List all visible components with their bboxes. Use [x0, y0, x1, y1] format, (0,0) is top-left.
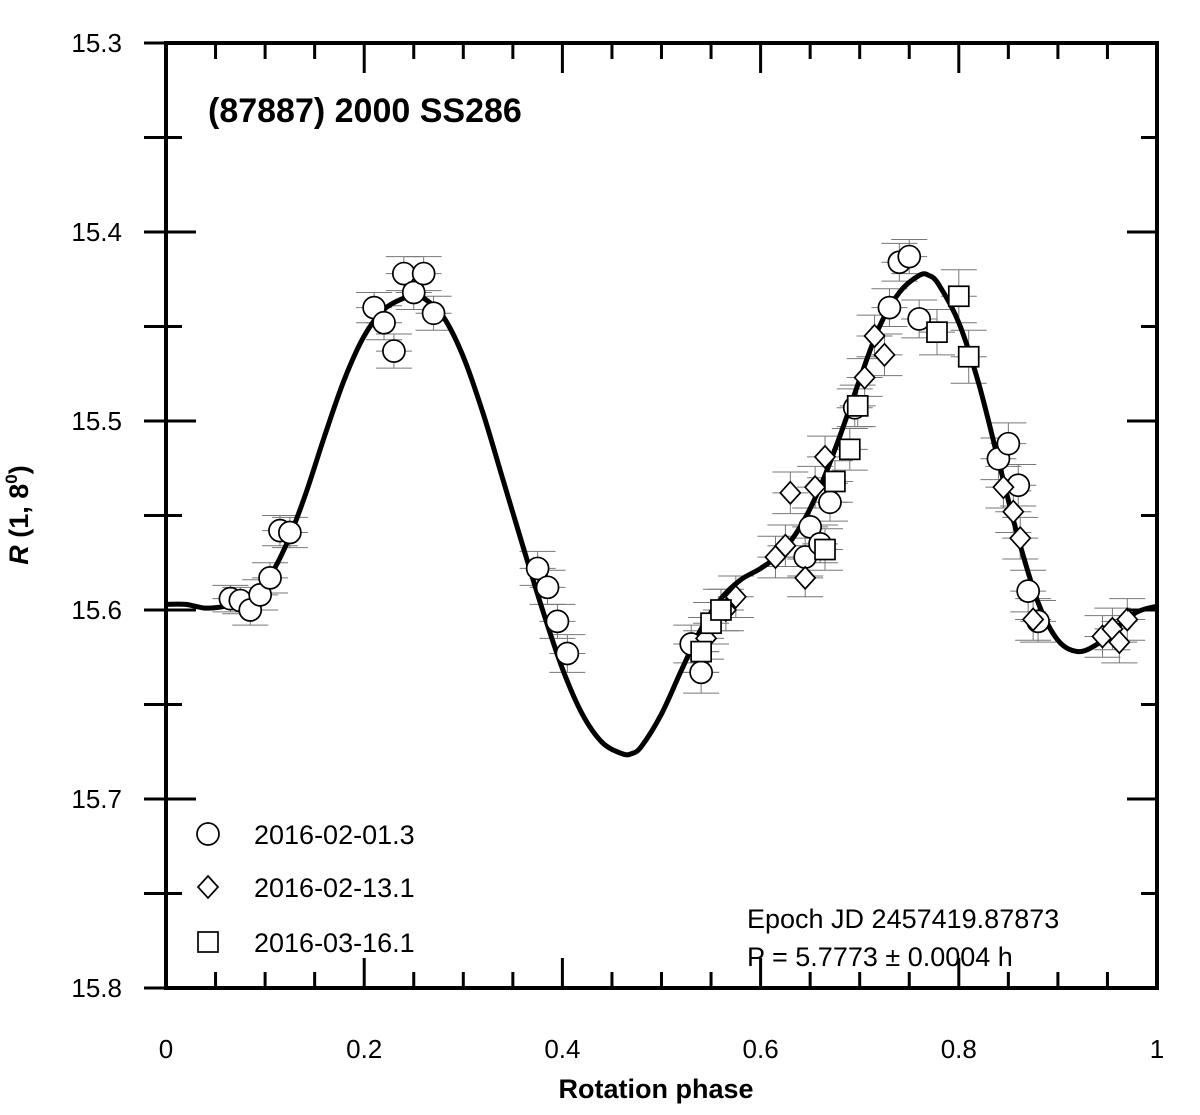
- data-point-diamond: [853, 365, 876, 390]
- data-point-diamond: [779, 480, 802, 506]
- data-point-diamond: [873, 342, 896, 368]
- fit-curve-group: [165, 271, 1158, 758]
- data-point-square: [824, 470, 846, 493]
- data-point-diamond: [1002, 499, 1025, 524]
- data-point-diamond: [803, 474, 827, 500]
- data-point-square: [838, 438, 861, 461]
- y-axis-title-rest: (1, 8: [4, 484, 34, 546]
- epoch-annotation: Epoch JD 2457419.87873: [747, 904, 1059, 934]
- legend-label: 2016-02-01.3: [254, 820, 415, 850]
- x-tick-label: 1: [1150, 1034, 1164, 1064]
- x-axis-title: Rotation phase: [558, 1074, 753, 1104]
- data-point-circle: [555, 641, 580, 666]
- data-point-diamond: [1108, 629, 1131, 655]
- x-tick-label: 0.2: [346, 1034, 382, 1064]
- legend: 2016-02-01.3 2016-02-13.1 2016-03-16.1: [196, 820, 415, 958]
- legend-label: 2016-02-13.1: [254, 873, 415, 903]
- x-tick-label: 0.8: [941, 1034, 977, 1064]
- data-point-circle: [382, 339, 406, 363]
- y-tick-label: 15.3: [71, 28, 122, 58]
- y-tick-label: 15.4: [71, 217, 122, 247]
- data-point-square: [926, 321, 948, 344]
- axis-ticks: [144, 41, 1159, 990]
- data-point-circle: [278, 520, 302, 545]
- data-point-square: [710, 599, 732, 621]
- data-point-circle: [818, 490, 842, 515]
- data-point-circle: [897, 244, 922, 269]
- chart-title: (87887) 2000 SS286: [208, 92, 522, 130]
- data-point-square: [957, 345, 980, 368]
- y-axis-title-sup: 0: [2, 474, 21, 483]
- y-tick-label: 15.5: [71, 406, 122, 436]
- data-point-circle: [401, 280, 426, 305]
- data-point-diamond: [1116, 607, 1139, 632]
- data-point-circle: [1016, 579, 1041, 603]
- y-tick-label: 15.7: [71, 784, 122, 814]
- x-tick-label: 0.6: [743, 1034, 779, 1064]
- data-point-circle: [258, 566, 282, 590]
- x-tick-label: 0.4: [544, 1034, 580, 1064]
- data-point-square: [690, 640, 712, 663]
- legend-marker-circle: [196, 822, 220, 846]
- data-point-diamond: [863, 323, 886, 349]
- data-point-square: [846, 395, 869, 417]
- tick-labels: 0 0.2 0.4 0.6 0.8 1 15.3 15.4 15.5 15.6 15.7 15.8: [71, 28, 1164, 1064]
- data-point-diamond: [992, 474, 1015, 500]
- data-point-circle: [545, 609, 570, 634]
- legend-marker-diamond: [196, 874, 220, 900]
- data-point-square: [947, 285, 970, 308]
- y-axis-title-close: ): [4, 465, 34, 474]
- y-axis-title: R (1, 80): [2, 465, 34, 565]
- legend-label: 2016-03-16.1: [254, 928, 415, 958]
- data-point-circle: [996, 431, 1021, 456]
- data-point-circle: [411, 261, 436, 286]
- data-point-diamond: [1009, 525, 1032, 551]
- data-point-circle: [907, 307, 932, 331]
- legend-marker-square: [197, 931, 219, 953]
- y-tick-label: 15.6: [71, 595, 122, 625]
- data-point-circle: [421, 301, 446, 326]
- y-tick-label: 15.8: [71, 973, 122, 1003]
- data-point-circle: [689, 660, 713, 685]
- data-point-circle: [877, 295, 902, 320]
- data-point-square: [814, 538, 836, 561]
- y-axis-title-main: R: [4, 545, 34, 565]
- data-point-diamond: [813, 444, 837, 470]
- data-point-circle: [525, 556, 550, 581]
- data-point-diamond: [794, 565, 817, 591]
- data-point-circle: [372, 310, 396, 335]
- data-point-circle: [535, 575, 560, 600]
- fit-curve: [165, 271, 1158, 758]
- period-annotation: P = 5.7773 ± 0.0004 h: [747, 942, 1013, 972]
- data-point-diamond: [774, 533, 797, 559]
- x-tick-label: 0: [159, 1034, 173, 1064]
- data-points: [218, 244, 1139, 685]
- data-point-diamond: [1021, 607, 1045, 632]
